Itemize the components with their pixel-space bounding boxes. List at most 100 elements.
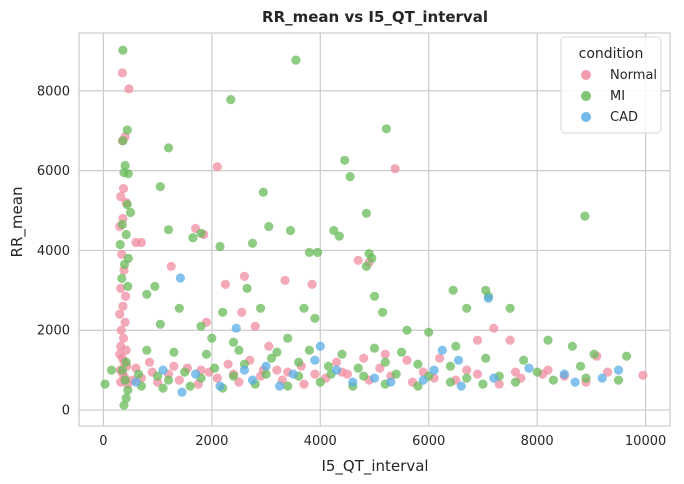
data-point (212, 162, 222, 172)
y-tick-label: 0 (62, 404, 70, 419)
y-tick-label: 4000 (37, 244, 70, 259)
data-point (445, 361, 455, 371)
data-point (119, 259, 130, 269)
data-point (472, 369, 483, 379)
data-point (331, 357, 342, 367)
data-point (212, 373, 222, 383)
data-point (369, 291, 380, 301)
legend-label: MI (610, 89, 625, 104)
data-point (348, 377, 358, 387)
data-point (150, 281, 160, 291)
data-point (264, 221, 274, 232)
data-point (381, 124, 391, 134)
data-point (510, 377, 521, 387)
data-point (118, 333, 129, 343)
data-point (353, 363, 363, 373)
data-point (124, 84, 134, 94)
data-point (345, 172, 355, 182)
legend-marker (581, 91, 591, 101)
data-point (413, 381, 423, 391)
data-point (250, 321, 260, 331)
data-point (391, 369, 401, 379)
data-point (559, 369, 569, 379)
data-point (234, 377, 244, 387)
data-point (472, 335, 483, 345)
data-point (247, 375, 258, 385)
data-points (100, 45, 648, 410)
x-axis-label: I5_QT_interval (321, 457, 428, 476)
data-point (543, 335, 553, 345)
data-point (359, 353, 369, 363)
data-point (155, 319, 165, 329)
data-point (115, 239, 125, 250)
data-point (445, 377, 455, 387)
data-point (462, 365, 472, 375)
data-point (142, 289, 152, 299)
legend-box (560, 36, 662, 134)
data-point (483, 293, 493, 303)
data-point (275, 381, 285, 391)
data-point (390, 164, 400, 174)
data-point (175, 273, 185, 283)
data-point (304, 247, 314, 257)
data-point (310, 313, 320, 323)
data-point (163, 225, 174, 235)
data-point (429, 365, 439, 375)
data-point (380, 357, 390, 367)
data-point (575, 361, 586, 371)
data-point (191, 369, 201, 379)
data-point (285, 225, 296, 236)
chart-title: RR_mean vs I5_QT_interval (262, 8, 488, 26)
data-point (116, 283, 126, 293)
data-point (215, 381, 225, 391)
data-point (201, 349, 211, 359)
data-point (242, 283, 252, 293)
data-point (122, 125, 132, 135)
data-point (418, 375, 428, 385)
data-point (228, 337, 239, 347)
data-point (462, 303, 472, 313)
data-point (603, 367, 613, 377)
data-point (142, 345, 152, 355)
data-point (247, 238, 258, 248)
data-point (215, 241, 225, 252)
data-point (361, 261, 371, 271)
data-point (369, 373, 380, 383)
data-point (218, 307, 228, 317)
data-point (234, 345, 244, 355)
data-point (638, 370, 648, 380)
data-point (116, 192, 126, 202)
legend-marker (581, 70, 591, 80)
data-point (310, 355, 320, 365)
tick-labels: 0 2000 4000 6000 8000 10000 0 2000 4000 6000 8000 (37, 84, 666, 449)
y-tick-label: 6000 (37, 164, 70, 179)
data-point (375, 363, 385, 373)
data-point (532, 367, 542, 377)
data-point (280, 275, 290, 285)
data-point (118, 45, 128, 55)
legend: condition Normal MI CAD (560, 36, 662, 134)
data-point (489, 323, 499, 333)
data-point (494, 379, 504, 389)
data-point (174, 303, 184, 313)
data-point (369, 343, 380, 353)
data-point (106, 365, 117, 375)
data-point (163, 143, 174, 153)
data-point (597, 373, 607, 383)
data-point (231, 323, 241, 333)
data-point (122, 200, 132, 210)
data-point (315, 341, 325, 351)
data-point (155, 182, 165, 192)
data-point (334, 231, 344, 241)
legend-title: condition (579, 46, 644, 62)
data-point (337, 349, 347, 359)
data-point (580, 211, 590, 221)
plot-frame (78, 32, 671, 427)
x-tick-label: 4000 (304, 434, 337, 449)
data-point (220, 279, 230, 289)
data-point (453, 355, 464, 365)
data-point (118, 184, 129, 194)
data-point (166, 261, 176, 271)
data-point (524, 363, 534, 373)
legend-marker (581, 112, 591, 122)
